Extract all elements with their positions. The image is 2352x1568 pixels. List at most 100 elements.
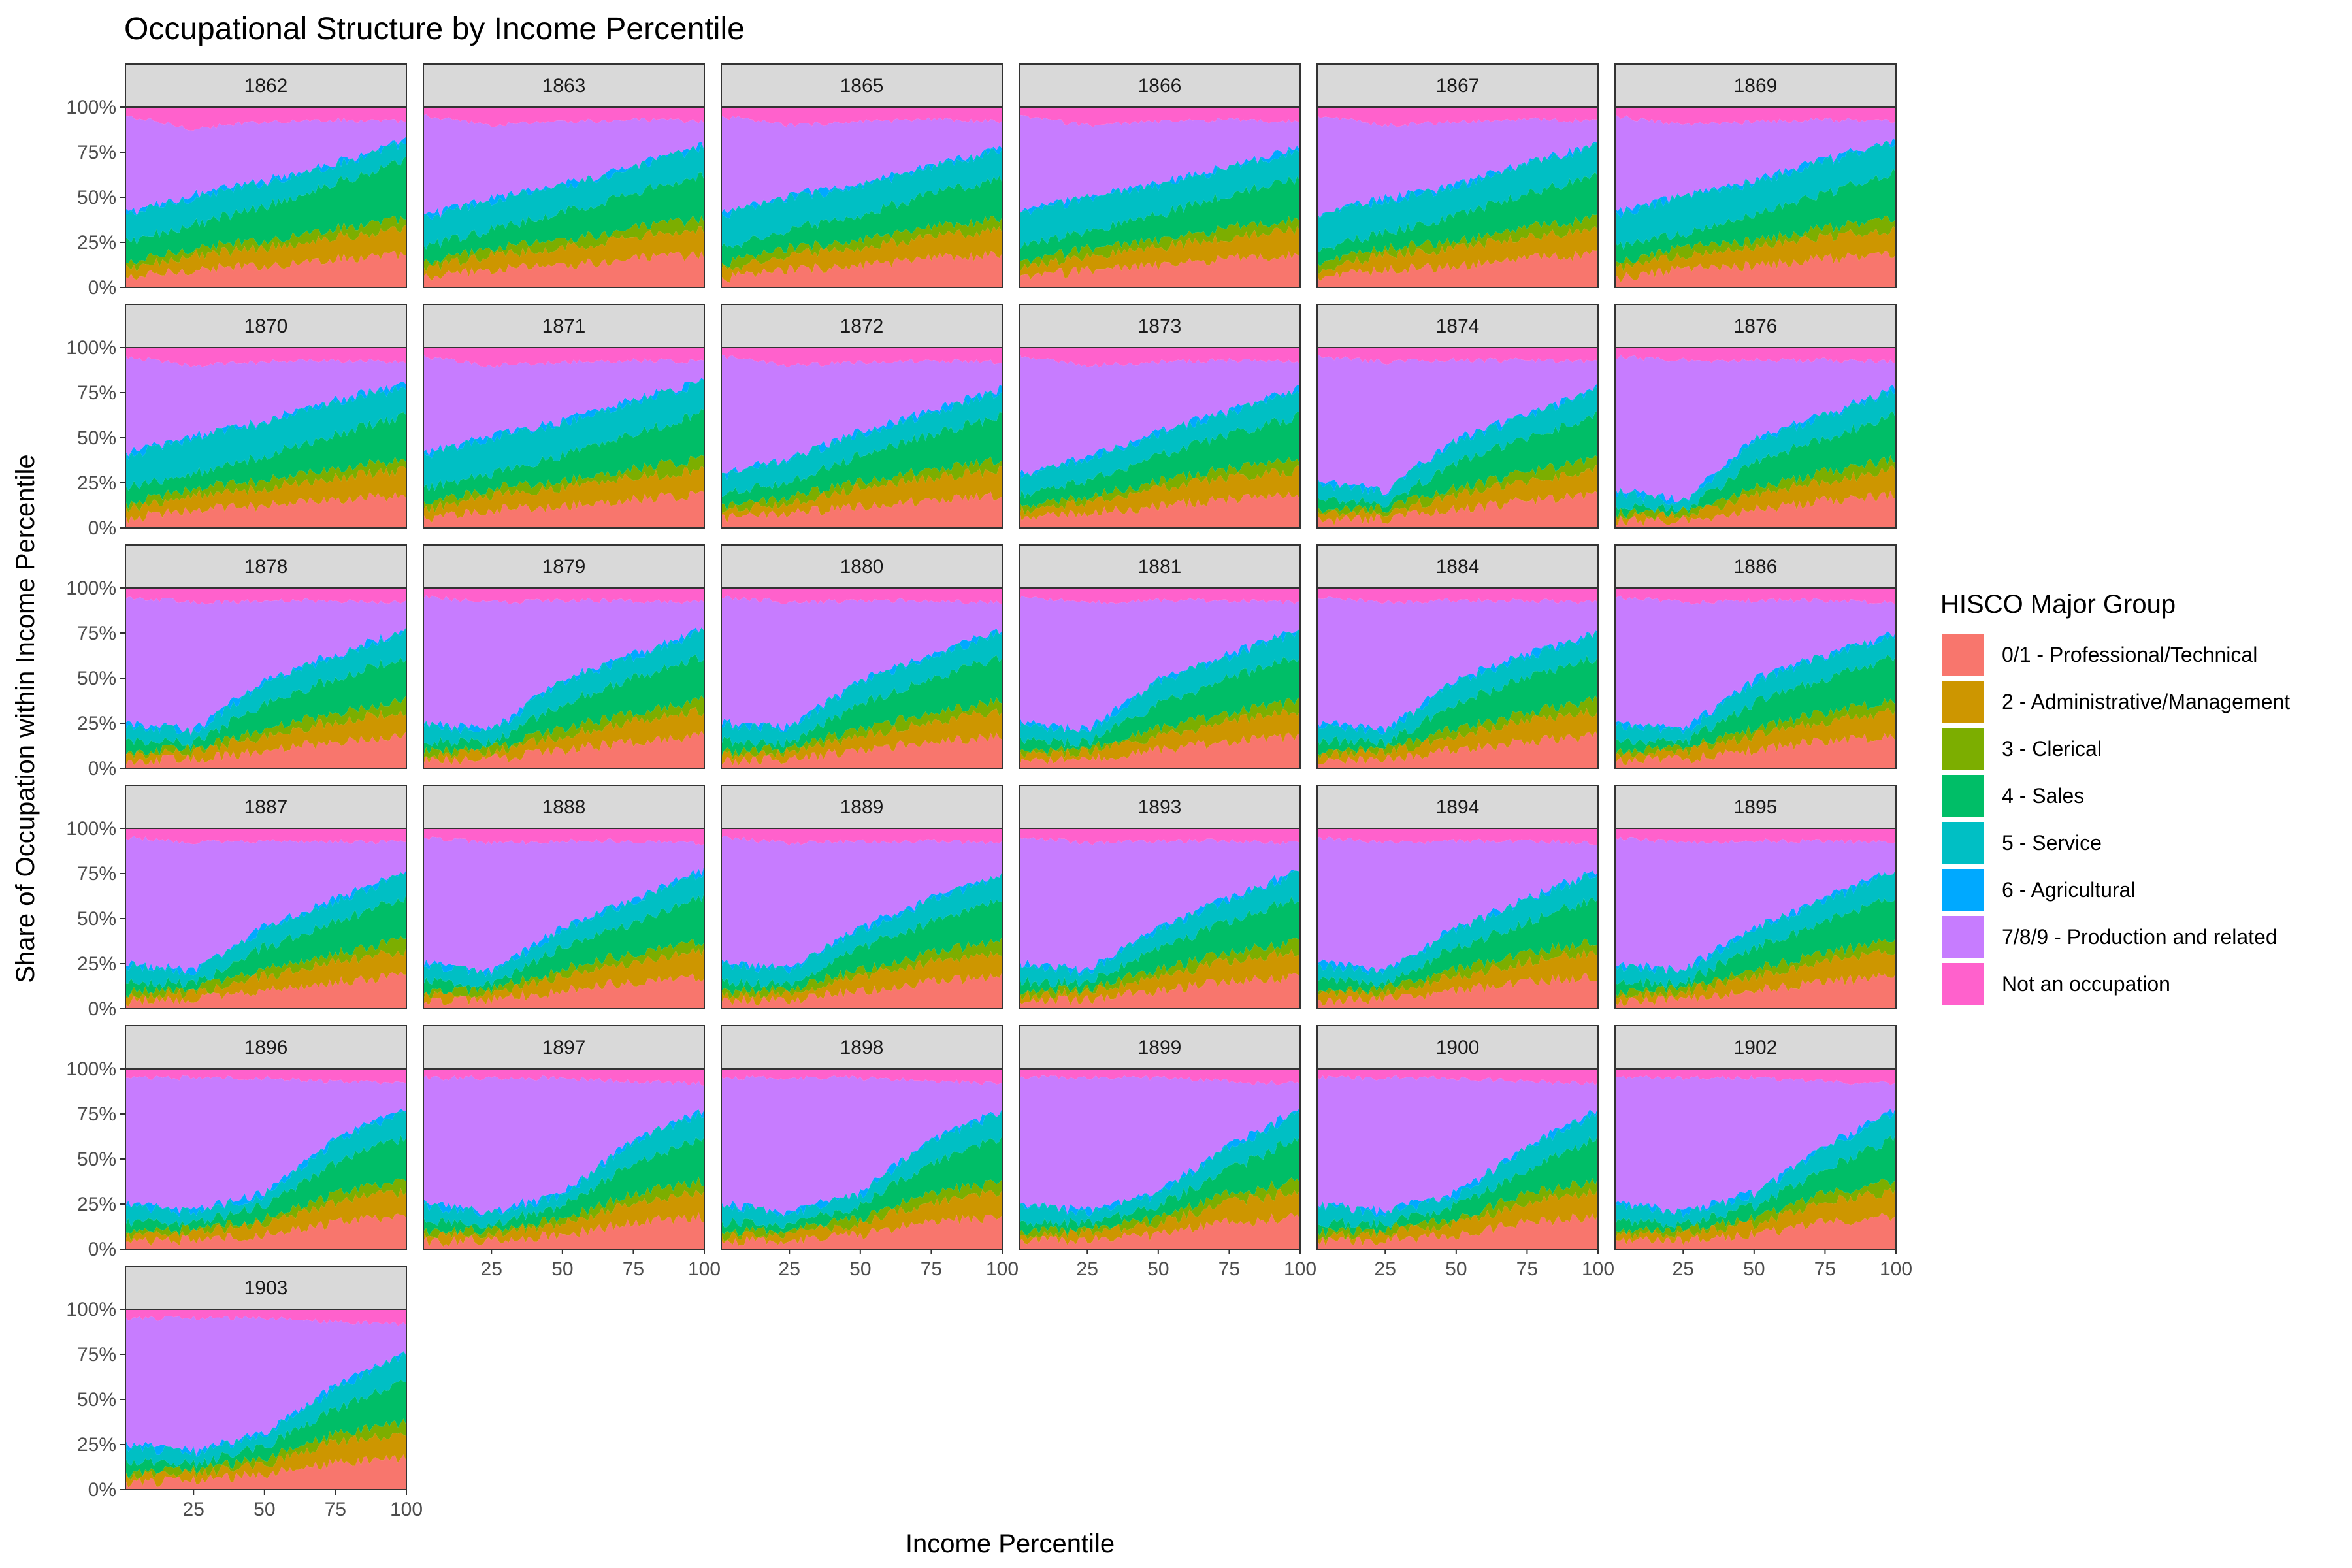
area-layer-6 — [423, 142, 704, 220]
facet-strip-label: 1873 — [1138, 316, 1182, 337]
x-tick-label: 75 — [325, 1499, 346, 1520]
area-layer-7 — [1019, 115, 1300, 213]
area-layer-3 — [423, 455, 704, 514]
area-layer-6 — [423, 627, 704, 734]
area-layer-1 — [1615, 491, 1896, 528]
area-layer-6 — [1019, 870, 1300, 977]
x-tick-label: 75 — [1516, 1258, 1538, 1280]
y-tick-label: 75% — [77, 142, 116, 163]
area-layer-6 — [721, 385, 1002, 482]
area-layer-1 — [721, 491, 1002, 528]
area-layer-8 — [125, 588, 406, 605]
y-tick-label: 100% — [66, 97, 116, 118]
facet-strip-label: 1874 — [1436, 316, 1480, 337]
facet-strip — [423, 1025, 705, 1070]
x-tick-label: 50 — [1743, 1258, 1765, 1280]
facet-panel-border — [721, 828, 1003, 1009]
area-layer-1 — [423, 730, 704, 768]
area-layer-3 — [721, 1179, 1002, 1242]
area-layer-1 — [423, 1212, 704, 1249]
area-layer-7 — [721, 595, 1002, 732]
area-layer-7 — [1019, 354, 1300, 476]
facet-panel-border — [721, 347, 1003, 529]
facet-strip-label: 1900 — [1436, 1037, 1480, 1058]
area-layer-2 — [721, 226, 1002, 283]
legend: HISCO Major Group 0/1 - Professional/Tec… — [1940, 590, 2290, 1005]
area-layer-8 — [1615, 588, 1896, 605]
area-layer-8 — [1317, 588, 1598, 604]
facet-strip-label: 1869 — [1734, 75, 1778, 97]
facet-strip — [1019, 785, 1301, 829]
facet-strip-label: 1884 — [1436, 556, 1480, 578]
facet-strip-label: 1863 — [542, 75, 586, 97]
area-layer-4 — [125, 156, 406, 265]
area-layer-3 — [125, 456, 406, 512]
facet-strip — [125, 63, 407, 108]
area-layer-5 — [1317, 387, 1598, 508]
area-layer-3 — [1019, 1177, 1300, 1239]
area-layer-7 — [423, 836, 704, 975]
area-layer-1 — [1317, 973, 1598, 1009]
x-tick-label: 25 — [1077, 1258, 1098, 1280]
area-layer-7 — [125, 596, 406, 736]
area-layer-4 — [423, 408, 704, 504]
area-layer-4 — [721, 412, 1002, 511]
legend-swatch — [1942, 963, 1984, 1005]
area-layer-1 — [1019, 1213, 1300, 1249]
area-layer-1 — [125, 972, 406, 1009]
legend-item: 6 - Agricultural — [1942, 869, 2136, 911]
area-layer-1 — [423, 250, 704, 287]
facet-strip — [721, 304, 1003, 348]
area-layer-8 — [1615, 1069, 1896, 1085]
area-layer-7 — [1019, 596, 1300, 733]
legend-title: HISCO Major Group — [1940, 590, 2176, 619]
x-tick-label: 100 — [986, 1258, 1019, 1280]
y-tick-label: 0% — [88, 998, 116, 1020]
area-layer-5 — [423, 872, 704, 988]
area-layer-4 — [1317, 655, 1598, 755]
area-layer-8 — [721, 1069, 1002, 1085]
area-layer-7 — [1019, 837, 1300, 974]
area-layer-1 — [125, 250, 406, 287]
legend-label: Not an occupation — [2002, 972, 2170, 996]
facet-panel-1867: 1867 — [1316, 63, 1599, 288]
area-layer-7 — [125, 1316, 406, 1456]
chart-title: Occupational Structure by Income Percent… — [124, 12, 745, 46]
facet-panel-1878: 1878 0% 25% 50% 75% 100% — [66, 544, 407, 779]
area-layer-4 — [721, 655, 1002, 757]
area-layer-1 — [1317, 1213, 1598, 1249]
area-layer-5 — [721, 148, 1002, 249]
y-tick-label: 75% — [77, 1103, 116, 1125]
area-layer-4 — [125, 657, 406, 756]
area-layer-2 — [125, 1432, 406, 1488]
facet-strip — [1614, 544, 1897, 589]
area-layer-4 — [721, 176, 1002, 268]
y-tick-label: 25% — [77, 953, 116, 975]
area-layer-4 — [1317, 172, 1598, 267]
area-layer-2 — [1317, 949, 1598, 1006]
facet-strip — [1019, 304, 1301, 348]
area-layer-3 — [125, 216, 406, 272]
x-tick-label: 25 — [183, 1499, 204, 1520]
area-layer-4 — [423, 654, 704, 757]
area-layer-6 — [423, 865, 704, 977]
area-layer-4 — [1019, 176, 1300, 264]
area-layer-6 — [721, 628, 1002, 733]
area-layer-5 — [125, 141, 406, 245]
area-layer-4 — [1019, 656, 1300, 755]
x-tick-label: 25 — [1375, 1258, 1396, 1280]
area-layer-4 — [1615, 898, 1896, 997]
facet-strip-label: 1862 — [244, 75, 288, 97]
area-layer-8 — [125, 107, 406, 131]
area-layer-5 — [1615, 868, 1896, 988]
facet-strip — [721, 544, 1003, 589]
y-tick-label: 75% — [77, 623, 116, 644]
area-layer-8 — [1615, 348, 1896, 364]
facet-strip-label: 1879 — [542, 556, 586, 578]
area-layer-8 — [1317, 107, 1598, 127]
facet-strip-label: 1897 — [542, 1037, 586, 1058]
area-layer-6 — [1615, 630, 1896, 734]
facet-panel-border — [1019, 587, 1301, 769]
area-layer-5 — [1615, 140, 1896, 250]
facet-strip — [1316, 304, 1599, 348]
